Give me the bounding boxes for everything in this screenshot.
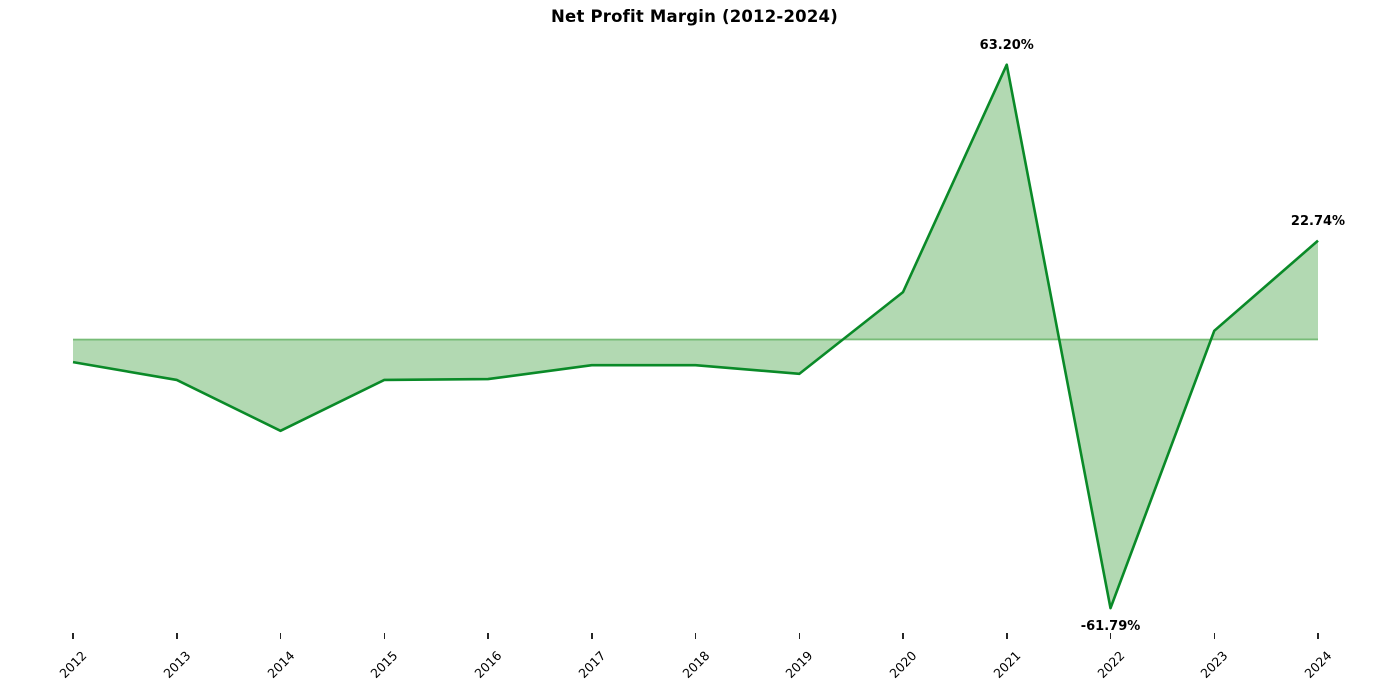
peak-value-label: 63.20% (979, 37, 1034, 53)
margin-line (72, 63, 1319, 610)
x-tick (383, 633, 385, 639)
x-tick (72, 633, 74, 639)
x-tick (1006, 633, 1008, 639)
x-tick (798, 633, 800, 639)
x-tick (176, 633, 178, 639)
area-fill (73, 64, 1318, 609)
chart-title: Net Profit Margin (2012-2024) (551, 7, 838, 26)
last-value-label: 22.74% (1290, 213, 1346, 229)
trough-value-label: -61.79% (1080, 619, 1141, 635)
x-tick (1213, 633, 1215, 639)
x-tick (487, 633, 489, 639)
x-tick (694, 633, 697, 639)
x-tick (902, 633, 904, 639)
x-tick (279, 633, 282, 639)
x-tick (1109, 633, 1112, 639)
x-tick (1317, 633, 1319, 639)
x-tick (591, 633, 593, 639)
